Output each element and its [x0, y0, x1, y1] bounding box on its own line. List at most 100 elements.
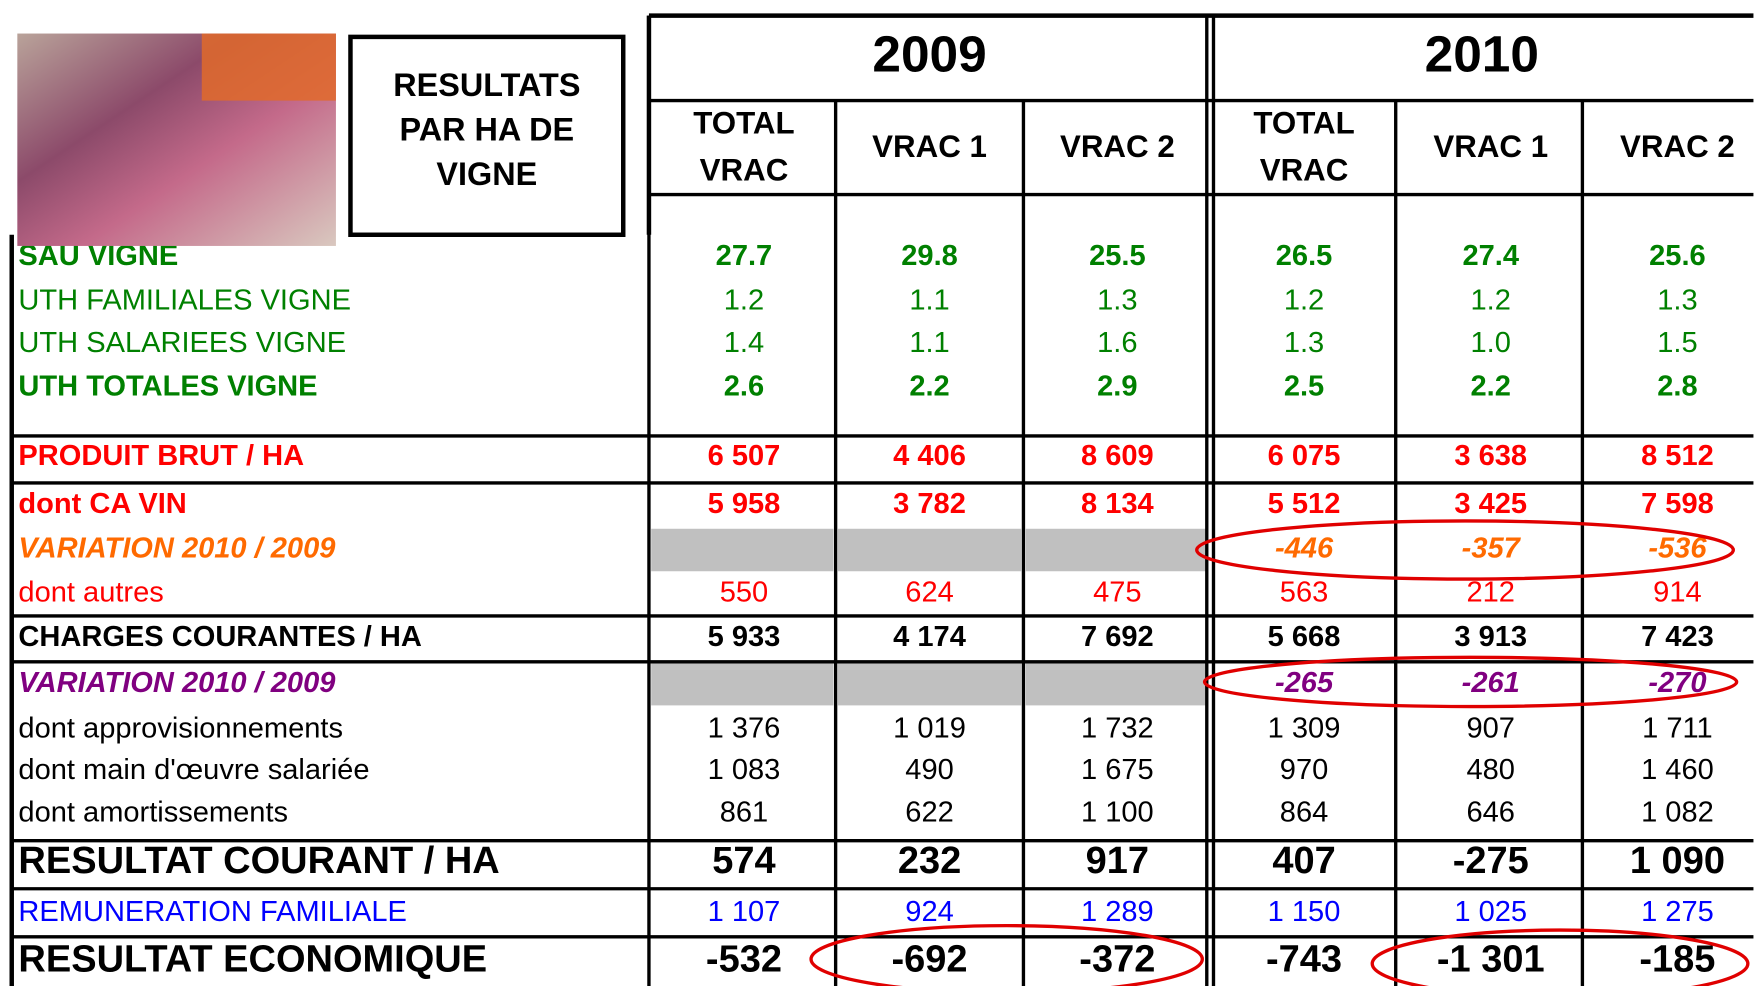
cell-value: 6 075 [1268, 440, 1341, 472]
row-label: VARIATION 2010 / 2009 [18, 667, 336, 699]
cell-value: 1.6 [1097, 327, 1137, 359]
cell-value: 7 423 [1641, 621, 1714, 653]
cell-value: 1 100 [1081, 797, 1154, 829]
row-label: dont approvisionnements [18, 713, 343, 745]
cell-value: 2.6 [724, 371, 764, 403]
cell-value: 407 [1272, 840, 1335, 882]
cell-value: 3 913 [1454, 621, 1527, 653]
cell-value: 1.4 [724, 327, 764, 359]
cell-value: 1 019 [893, 713, 966, 745]
cell-value: 5 958 [708, 488, 781, 520]
cell-value: 1.0 [1471, 327, 1511, 359]
empty-cell [651, 529, 833, 571]
column-header: TOTAL [1253, 105, 1354, 140]
cell-value: 4 406 [893, 440, 966, 472]
cell-value: 6 507 [708, 440, 781, 472]
cell-value: 1.1 [909, 327, 949, 359]
cell-value: 1 025 [1454, 896, 1527, 928]
cell-value: -265 [1275, 667, 1334, 699]
cell-value: 864 [1280, 797, 1328, 829]
cell-value: -261 [1462, 667, 1520, 699]
row-label: dont autres [18, 576, 163, 608]
cell-value: 25.6 [1649, 240, 1706, 272]
row-label: UTH FAMILIALES VIGNE [18, 285, 351, 317]
cell-value: 1 376 [708, 713, 781, 745]
cell-value: 917 [1086, 840, 1149, 882]
year: 2010 [1425, 25, 1539, 83]
row-label: RESULTAT ECONOMIQUE [18, 938, 487, 980]
cell-value: 1.1 [909, 285, 949, 317]
cell-value: 7 692 [1081, 621, 1154, 653]
cell-value: 1 150 [1268, 896, 1341, 928]
cell-value: 1 082 [1641, 797, 1714, 829]
cell-value: 624 [905, 576, 953, 608]
cell-value: 2.8 [1657, 371, 1697, 403]
cell-value: 1.5 [1657, 327, 1697, 359]
cell-value: 1.2 [724, 285, 764, 317]
cell-value: 861 [720, 797, 768, 829]
cell-value: 29.8 [901, 240, 958, 272]
cell-value: 3 638 [1454, 440, 1527, 472]
column-header: VRAC 1 [1433, 129, 1548, 164]
cell-value: 3 782 [893, 488, 966, 520]
cell-value: 563 [1280, 576, 1328, 608]
cell-value: 27.4 [1462, 240, 1519, 272]
cell-value: -532 [706, 938, 782, 980]
cell-value: 2.2 [1471, 371, 1511, 403]
cell-value: 970 [1280, 754, 1328, 786]
cell-value: -372 [1079, 938, 1155, 980]
cell-value: -536 [1648, 533, 1707, 565]
cell-value: 924 [905, 896, 953, 928]
row-label: PRODUIT BRUT / HA [18, 440, 304, 472]
cell-value: 475 [1093, 576, 1141, 608]
row-label: RESULTAT COURANT / HA [18, 840, 499, 882]
empty-cell [651, 663, 833, 705]
cell-value: 1.3 [1284, 327, 1324, 359]
cell-value: 646 [1467, 797, 1515, 829]
empty-cell [1026, 529, 1208, 571]
cell-value: 1 711 [1642, 713, 1713, 745]
row-label: VARIATION 2010 / 2009 [18, 533, 336, 565]
empty-cell [1026, 663, 1208, 705]
cell-value: 2.5 [1284, 371, 1324, 403]
cell-value: 8 512 [1641, 440, 1714, 472]
row-label: dont amortissements [18, 797, 288, 829]
cell-value: 1 732 [1081, 713, 1154, 745]
cell-value: 3 425 [1454, 488, 1527, 520]
cell-value: 907 [1467, 713, 1515, 745]
cell-value: 25.5 [1089, 240, 1146, 272]
cell-value: 1 309 [1268, 713, 1341, 745]
cell-value: 1.2 [1284, 285, 1324, 317]
cell-value: 8 134 [1081, 488, 1154, 520]
cell-value: -185 [1639, 938, 1715, 980]
cell-value: 622 [905, 797, 953, 829]
results-table: RESULTATSPAR HA DEVIGNE2009TOTALVRACVRAC… [0, 0, 1754, 986]
cell-value: 8 609 [1081, 440, 1154, 472]
cell-value: 26.5 [1276, 240, 1333, 272]
cell-value: 1 107 [708, 896, 781, 928]
cell-value: 4 174 [893, 621, 966, 653]
cell-value: -446 [1275, 533, 1334, 565]
cell-value: 2.9 [1097, 371, 1137, 403]
cell-value: 5 512 [1268, 488, 1341, 520]
photo-detail [202, 34, 336, 101]
column-header: VRAC 2 [1620, 129, 1735, 164]
column-header: VRAC [700, 152, 789, 187]
cell-value: -743 [1266, 938, 1342, 980]
cell-value: 27.7 [716, 240, 773, 272]
empty-cell [838, 529, 1021, 571]
year: 2009 [872, 25, 986, 83]
cell-value: -275 [1453, 840, 1529, 882]
row-label: dont main d'œuvre salariée [18, 754, 369, 786]
row-label: UTH TOTALES VIGNE [18, 371, 317, 403]
cell-value: 7 598 [1641, 488, 1714, 520]
row-label: REMUNERATION FAMILIALE [18, 896, 406, 928]
cell-value: 1 275 [1641, 896, 1714, 928]
cell-value: -1 301 [1437, 938, 1545, 980]
cell-value: 550 [720, 576, 768, 608]
column-header: VRAC [1260, 152, 1349, 187]
cell-value: 480 [1467, 754, 1515, 786]
cell-value: 232 [898, 840, 961, 882]
row-label: dont CA VIN [18, 488, 186, 520]
cell-value: 2.2 [909, 371, 949, 403]
